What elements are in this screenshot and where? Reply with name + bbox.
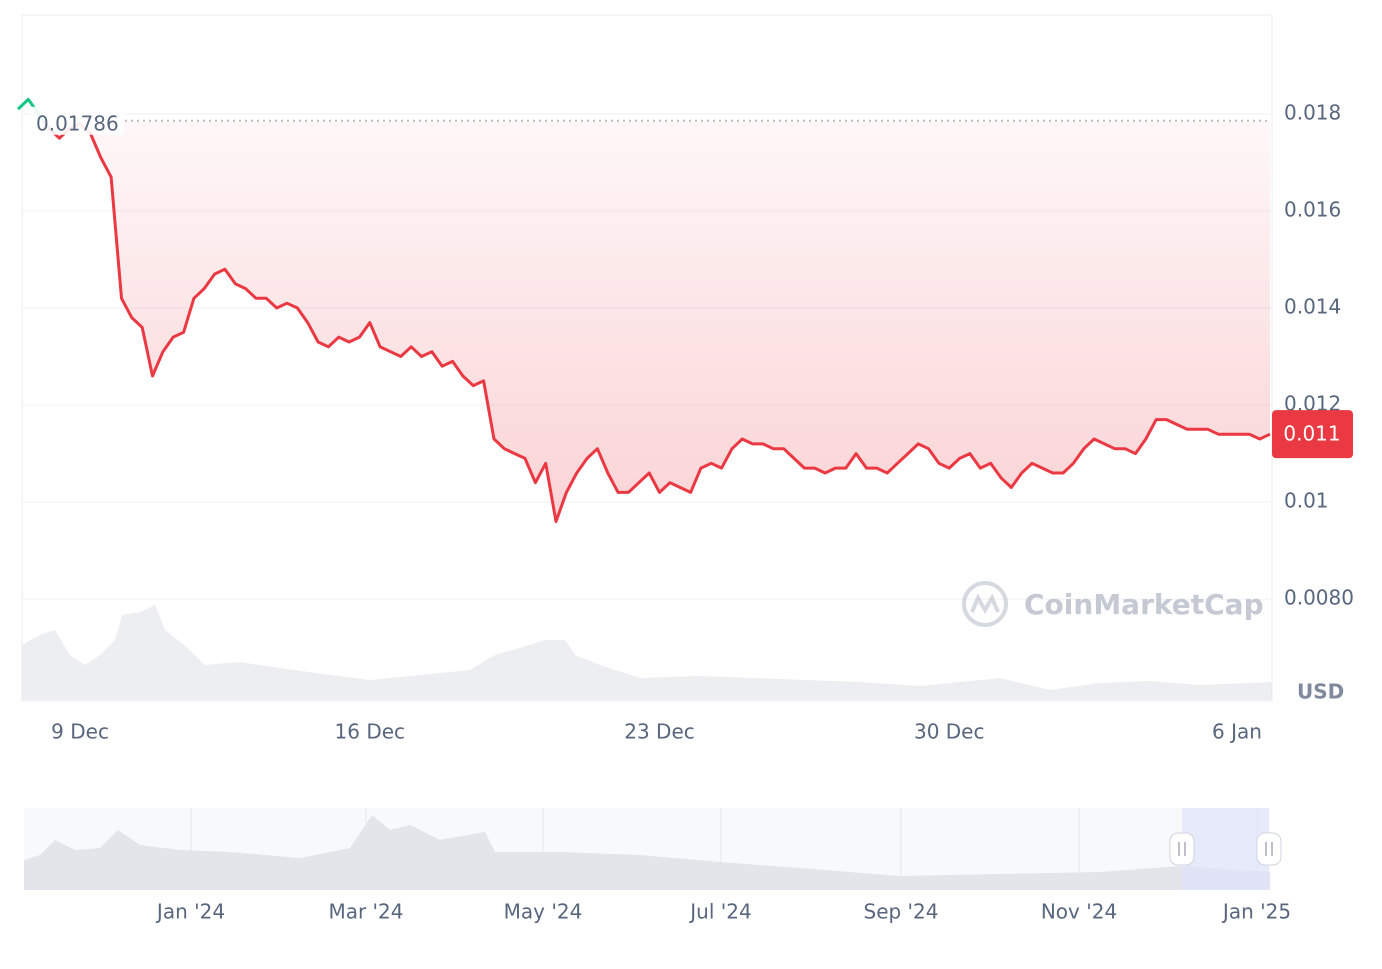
handle-grip <box>1265 842 1273 856</box>
y-tick-label: 0.016 <box>1284 198 1341 222</box>
x-tick-label: 9 Dec <box>51 720 109 744</box>
price-fill <box>43 120 1270 522</box>
x-tick-label: 30 Dec <box>914 720 985 744</box>
x-tick-label: 16 Dec <box>335 720 406 744</box>
x-tick-label: 23 Dec <box>624 720 695 744</box>
last-price-label: 0.011 <box>1283 422 1340 446</box>
navigator-label: Jan '25 <box>1221 900 1291 924</box>
navigator-handle[interactable] <box>1169 832 1195 866</box>
handle-grip <box>1178 842 1186 856</box>
x-tick-label: 6 Jan <box>1212 720 1262 744</box>
price-line <box>41 120 1271 523</box>
y-tick-label: 0.01 <box>1284 489 1329 513</box>
navigator-label: May '24 <box>504 900 583 924</box>
y-tick-label: 0.014 <box>1284 295 1341 319</box>
y-tick-label: 0.018 <box>1284 100 1341 124</box>
navigator-handle[interactable] <box>1256 832 1282 866</box>
reference-label: 0.01786 <box>36 111 119 135</box>
plot-frame <box>21 14 1273 702</box>
navigator-label: Jan '24 <box>155 900 225 924</box>
navigator-window[interactable] <box>1182 808 1269 890</box>
navigator-label: Mar '24 <box>328 900 403 924</box>
currency-label: USD <box>1297 680 1344 704</box>
watermark-logo <box>962 581 1008 627</box>
y-tick-label: 0.0080 <box>1284 586 1354 610</box>
navigator-area <box>24 815 1270 890</box>
navigator-label: Sep '24 <box>864 900 939 924</box>
reference-label-bg <box>30 106 124 135</box>
navigator-label: Nov '24 <box>1041 900 1117 924</box>
volume-area <box>22 605 1272 700</box>
navigator-label: Jul '24 <box>688 900 751 924</box>
watermark: CoinMarketCap <box>1024 588 1264 621</box>
last-price-tag <box>1272 410 1353 459</box>
